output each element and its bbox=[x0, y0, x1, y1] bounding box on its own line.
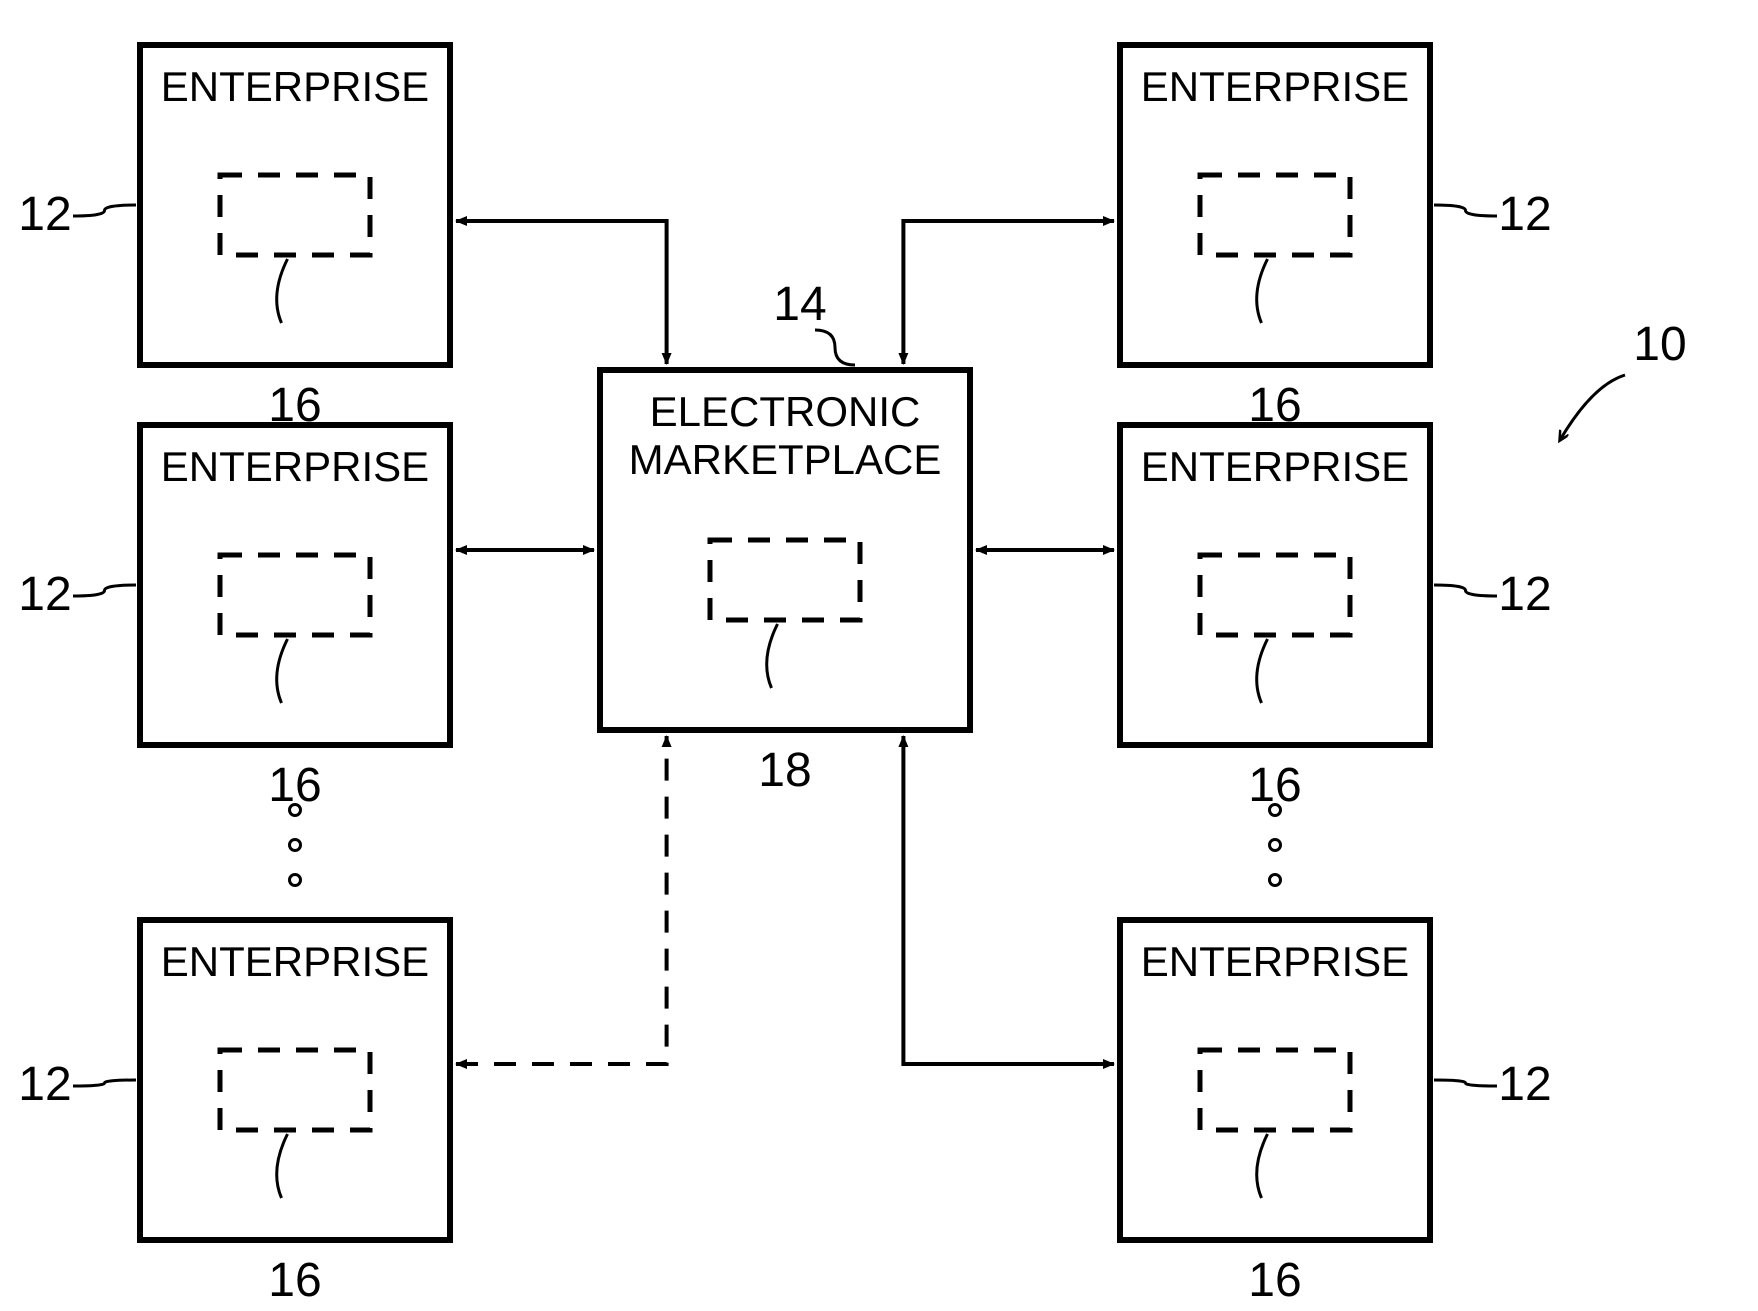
svg-text:12: 12 bbox=[18, 188, 71, 241]
svg-text:12: 12 bbox=[1498, 568, 1551, 621]
svg-text:ELECTRONIC: ELECTRONIC bbox=[650, 388, 921, 435]
svg-text:ENTERPRISE: ENTERPRISE bbox=[1141, 938, 1409, 985]
svg-text:ENTERPRISE: ENTERPRISE bbox=[1141, 443, 1409, 490]
svg-text:ENTERPRISE: ENTERPRISE bbox=[1141, 63, 1409, 110]
svg-text:12: 12 bbox=[18, 568, 71, 621]
svg-text:12: 12 bbox=[18, 1058, 71, 1111]
svg-text:10: 10 bbox=[1633, 318, 1686, 371]
svg-text:16: 16 bbox=[1248, 1254, 1301, 1307]
svg-text:ENTERPRISE: ENTERPRISE bbox=[161, 443, 429, 490]
svg-text:12: 12 bbox=[1498, 188, 1551, 241]
svg-text:ENTERPRISE: ENTERPRISE bbox=[161, 63, 429, 110]
svg-text:14: 14 bbox=[773, 278, 826, 331]
svg-text:18: 18 bbox=[758, 744, 811, 797]
svg-text:16: 16 bbox=[268, 1254, 321, 1307]
svg-text:12: 12 bbox=[1498, 1058, 1551, 1111]
svg-text:MARKETPLACE: MARKETPLACE bbox=[629, 436, 942, 483]
svg-text:ENTERPRISE: ENTERPRISE bbox=[161, 938, 429, 985]
